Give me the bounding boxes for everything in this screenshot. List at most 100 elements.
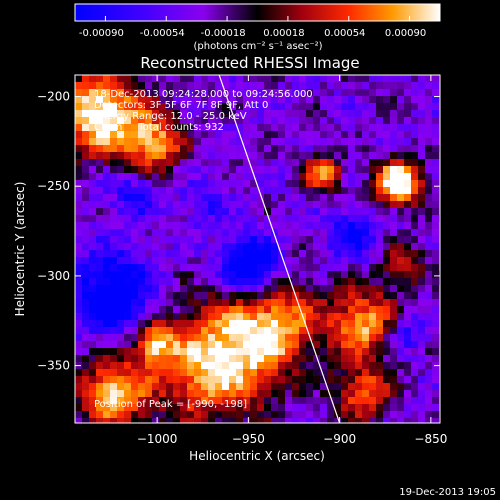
heatmap-cell [397,222,405,230]
heatmap-cell [208,376,216,384]
heatmap-cell [432,313,440,321]
heatmap-cell [187,271,195,279]
heatmap-cell [250,250,258,258]
heatmap-cell [250,96,258,104]
heatmap-cell [313,229,321,237]
heatmap-cell [271,180,279,188]
heatmap-cell [397,257,405,265]
heatmap-cell [327,257,335,265]
heatmap-cell [103,418,111,423]
heatmap-cell [89,194,97,202]
heatmap-cell [208,180,216,188]
heatmap-cell [432,390,440,398]
heatmap-cell [110,187,118,195]
heatmap-cell [327,397,335,405]
heatmap-cell [201,82,209,90]
heatmap-cell [432,320,440,328]
heatmap-cell [285,138,293,146]
heatmap-cell [96,327,104,335]
heatmap-cell [89,313,97,321]
heatmap-cell [236,152,244,160]
heatmap-cell [208,187,216,195]
heatmap-cell [75,390,83,398]
heatmap-cell [411,292,419,300]
heatmap-cell [229,138,237,146]
heatmap-cell [243,285,251,293]
heatmap-cell [418,418,426,423]
heatmap-cell [243,383,251,391]
heatmap-cell [320,271,328,279]
heatmap-cell [117,285,125,293]
heatmap-cell [376,292,384,300]
heatmap-cell [376,362,384,370]
heatmap-cell [131,173,139,181]
heatmap-cell [103,376,111,384]
heatmap-cell [236,411,244,419]
heatmap-cell [201,173,209,181]
heatmap-cell [96,159,104,167]
heatmap-cell [124,411,132,419]
heatmap-cell [278,264,286,272]
heatmap-cell [285,320,293,328]
heatmap-cell [264,411,272,419]
heatmap-cell [383,341,391,349]
heatmap-cell [75,103,83,111]
heatmap-cell [271,201,279,209]
heatmap-cell [138,341,146,349]
heatmap-cell [236,327,244,335]
heatmap-cell [264,110,272,118]
heatmap-cell [166,404,174,412]
heatmap-cell [355,138,363,146]
heatmap-cell [236,243,244,251]
heatmap-cell [187,285,195,293]
heatmap-cell [229,292,237,300]
heatmap-cell [257,404,265,412]
heatmap-cell [257,327,265,335]
heatmap-cell [264,145,272,153]
heatmap-cell [201,229,209,237]
heatmap-cell [117,362,125,370]
heatmap-cell [243,243,251,251]
heatmap-cell [404,152,412,160]
heatmap-cell [411,229,419,237]
heatmap-cell [96,334,104,342]
heatmap-cell [292,180,300,188]
heatmap-cell [229,397,237,405]
heatmap-cell [278,313,286,321]
heatmap-cell [215,404,223,412]
heatmap-cell [124,376,132,384]
heatmap-cell [166,327,174,335]
heatmap-cell [243,173,251,181]
heatmap-cell [96,124,104,132]
heatmap-cell [362,215,370,223]
heatmap-cell [348,103,356,111]
heatmap-cell [404,383,412,391]
heatmap-cell [299,327,307,335]
heatmap-cell [89,264,97,272]
heatmap-cell [159,208,167,216]
heatmap-cell [362,145,370,153]
heatmap-cell [418,166,426,174]
heatmap-cell [243,299,251,307]
heatmap-cell [369,201,377,209]
heatmap-cell [131,180,139,188]
heatmap-cell [131,222,139,230]
heatmap-cell [222,320,230,328]
heatmap-cell [243,159,251,167]
heatmap-cell [397,201,405,209]
heatmap-cell [348,285,356,293]
heatmap-cell [404,124,412,132]
heatmap-cell [306,418,314,423]
heatmap-cell [411,320,419,328]
heatmap-cell [194,355,202,363]
heatmap-cell [117,313,125,321]
heatmap-cell [208,278,216,286]
heatmap-cell [432,250,440,258]
heatmap-cell [341,103,349,111]
heatmap-cell [271,215,279,223]
heatmap-cell [96,313,104,321]
heatmap-cell [159,383,167,391]
heatmap-cell [390,390,398,398]
heatmap-cell [159,348,167,356]
heatmap-cell [145,145,153,153]
